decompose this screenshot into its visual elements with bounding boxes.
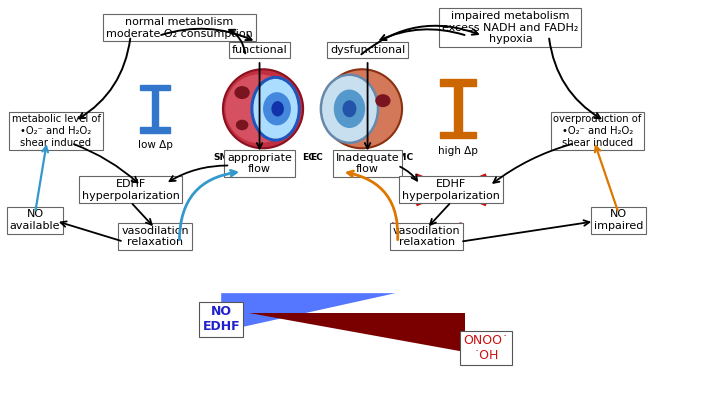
- Ellipse shape: [223, 69, 303, 148]
- Ellipse shape: [236, 120, 248, 130]
- Text: SMC: SMC: [214, 153, 235, 162]
- Ellipse shape: [322, 69, 402, 148]
- Text: NO
available: NO available: [10, 209, 60, 231]
- Bar: [440, 132, 477, 138]
- Bar: [440, 79, 477, 86]
- Text: SMC: SMC: [392, 153, 414, 162]
- Ellipse shape: [271, 101, 284, 116]
- Text: metabolic level of
•O₂⁻ and H₂O₂
shear induced: metabolic level of •O₂⁻ and H₂O₂ shear i…: [11, 115, 100, 148]
- Bar: [455, 86, 462, 132]
- Text: high Δp: high Δp: [438, 146, 478, 156]
- Ellipse shape: [263, 92, 291, 125]
- Polygon shape: [221, 293, 395, 332]
- Bar: [140, 85, 170, 90]
- Bar: [140, 127, 170, 133]
- Text: NO
EDHF: NO EDHF: [202, 306, 240, 333]
- Ellipse shape: [226, 74, 293, 143]
- Text: EC: EC: [302, 153, 315, 162]
- Text: appropriate
flow: appropriate flow: [227, 153, 292, 174]
- Polygon shape: [249, 313, 465, 352]
- Ellipse shape: [235, 86, 250, 99]
- Text: normal metabolism
moderate O₂ consumption: normal metabolism moderate O₂ consumptio…: [106, 17, 253, 38]
- Ellipse shape: [342, 100, 356, 117]
- Ellipse shape: [334, 89, 365, 128]
- Text: low Δp: low Δp: [138, 140, 173, 150]
- Text: impaired metabolism
excess NADH and FADH₂
hypoxia: impaired metabolism excess NADH and FADH…: [443, 11, 578, 44]
- Text: functional: functional: [232, 45, 288, 55]
- Bar: [152, 90, 158, 127]
- Ellipse shape: [321, 75, 378, 143]
- Text: vasodilation
relaxation: vasodilation relaxation: [393, 226, 461, 247]
- Text: Inadequate
flow: Inadequate flow: [336, 153, 399, 174]
- Ellipse shape: [375, 94, 390, 107]
- Text: ONOO˙
˙OH: ONOO˙ ˙OH: [464, 334, 508, 362]
- Text: EDHF
hyperpolarization: EDHF hyperpolarization: [402, 179, 500, 201]
- Ellipse shape: [252, 78, 299, 140]
- Text: NO
impaired: NO impaired: [594, 209, 643, 231]
- Text: dysfunctional: dysfunctional: [330, 45, 405, 55]
- Text: EDHF
hyperpolarization: EDHF hyperpolarization: [82, 179, 180, 201]
- Text: vasodilation
relaxation: vasodilation relaxation: [121, 226, 189, 247]
- Text: overproduction of
•O₂⁻ and H₂O₂
shear induced: overproduction of •O₂⁻ and H₂O₂ shear in…: [554, 115, 642, 148]
- Text: EC: EC: [310, 153, 323, 162]
